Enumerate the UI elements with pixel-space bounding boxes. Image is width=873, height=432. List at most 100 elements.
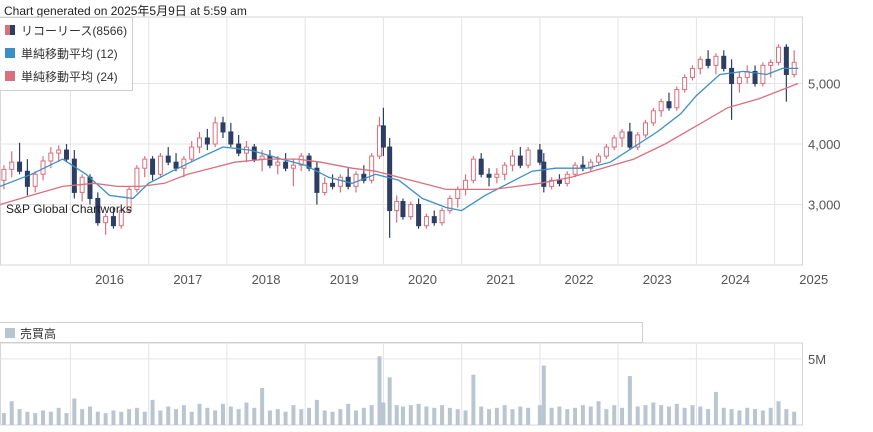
legend: リコーリース(8566) 単純移動平均 (12) 単純移動平均 (24) xyxy=(0,17,133,91)
candle-body xyxy=(525,149,531,166)
candle-body xyxy=(48,152,54,162)
volume-bar xyxy=(41,410,46,425)
volume-bar xyxy=(620,407,625,425)
volume-bar xyxy=(87,406,92,425)
legend-item-ma24[interactable]: 単純移動平均 (24) xyxy=(5,68,118,84)
volume-bar xyxy=(596,401,601,425)
candle-body xyxy=(283,161,289,169)
line-swatch-icon xyxy=(5,48,15,58)
volume-bar xyxy=(455,409,460,425)
volume-bar xyxy=(760,410,765,425)
candle-body xyxy=(509,155,515,166)
x-tick-label: 2018 xyxy=(252,272,281,287)
x-tick-label: 2019 xyxy=(330,272,359,287)
candle-body xyxy=(181,158,187,169)
volume-bar xyxy=(181,405,186,425)
x-tick-label: 2017 xyxy=(173,272,202,287)
volume-bar xyxy=(322,410,327,425)
candle-body xyxy=(64,149,70,160)
candle-body xyxy=(431,216,437,224)
volume-bar xyxy=(557,406,562,425)
volume-bar xyxy=(549,407,554,425)
chart-axes: 3,000 4,000 5,000 2016 2017 2018 2019 2020 2021 2… xyxy=(6,77,841,367)
legend-item-ma12[interactable]: 単純移動平均 (12) xyxy=(5,45,118,61)
volume-bar xyxy=(174,409,179,425)
candle-body xyxy=(150,158,156,175)
x-tick-label: 2023 xyxy=(643,272,672,287)
volume-bar xyxy=(166,406,171,425)
candle-body xyxy=(24,170,30,187)
volume-bar xyxy=(447,407,452,425)
x-tick-label: 2025 xyxy=(799,272,828,287)
chart-generated-caption: Chart generated on 2025年5月9日 at 5:59 am xyxy=(4,4,247,18)
volume-tick-label: 5M xyxy=(808,352,826,367)
candle-body xyxy=(541,161,547,187)
candle-body xyxy=(486,173,492,178)
volume-bar xyxy=(643,405,648,425)
candle-body xyxy=(713,55,719,66)
candle-body xyxy=(275,161,281,166)
volume-bar xyxy=(573,407,578,425)
volume-bar xyxy=(64,413,69,425)
candle-body xyxy=(494,173,500,178)
candle-body xyxy=(752,70,758,85)
candle-body xyxy=(556,179,562,184)
volume-bar xyxy=(651,402,656,425)
volume-bar xyxy=(213,410,218,425)
volume-bar xyxy=(150,399,155,425)
candle-body xyxy=(416,204,422,227)
volume-bar xyxy=(17,409,22,425)
candle-body xyxy=(267,155,273,166)
candle-body xyxy=(697,58,703,69)
volume-bar xyxy=(768,407,773,425)
ma12-line xyxy=(0,67,799,212)
candle-body xyxy=(478,158,484,175)
volume-bar xyxy=(387,377,392,425)
candle-body xyxy=(588,161,594,169)
candle-body xyxy=(470,158,476,181)
candle-body xyxy=(17,161,23,172)
legend-label-ma12: 単純移動平均 (12) xyxy=(21,46,118,61)
volume-bar xyxy=(416,403,421,425)
candle-body xyxy=(369,155,375,181)
volume-bar xyxy=(119,411,124,425)
volume-bar xyxy=(267,410,272,425)
candle-body xyxy=(423,216,429,227)
volume-bar xyxy=(690,405,695,425)
candle-body xyxy=(298,155,304,166)
candle-body xyxy=(103,216,109,224)
legend-item-price[interactable]: リコーリース(8566) xyxy=(5,22,127,38)
volume-bar xyxy=(48,411,53,425)
volume-bar xyxy=(659,405,664,425)
candle-body xyxy=(447,197,453,212)
volume-bar xyxy=(471,374,476,425)
candle-body xyxy=(603,146,609,157)
volume-bar xyxy=(537,405,542,425)
volume-bar xyxy=(729,409,734,425)
volume-bar xyxy=(111,410,116,425)
volume-bar xyxy=(338,409,343,425)
candle-body xyxy=(71,158,77,193)
x-tick-label: 2016 xyxy=(95,272,124,287)
volume-bar xyxy=(189,411,194,425)
candle-body xyxy=(118,210,124,227)
candle-body xyxy=(394,200,400,212)
volume-bar xyxy=(25,411,30,425)
line-swatch-icon xyxy=(5,71,15,81)
volume-bar xyxy=(408,405,413,425)
candle-body xyxy=(337,176,343,187)
candle-body xyxy=(322,182,328,193)
y-tick-label: 3,000 xyxy=(808,198,841,213)
volume-bar xyxy=(776,401,781,425)
candle-body xyxy=(658,101,664,112)
chart-grid xyxy=(0,16,803,426)
volume-bar xyxy=(236,409,241,425)
volume-bar xyxy=(698,406,703,425)
candle-body xyxy=(314,167,320,193)
volume-bar xyxy=(361,407,366,425)
volume-bar xyxy=(307,407,312,425)
candle-body xyxy=(56,149,62,154)
volume-bar xyxy=(510,409,515,425)
candle-body xyxy=(165,155,171,163)
